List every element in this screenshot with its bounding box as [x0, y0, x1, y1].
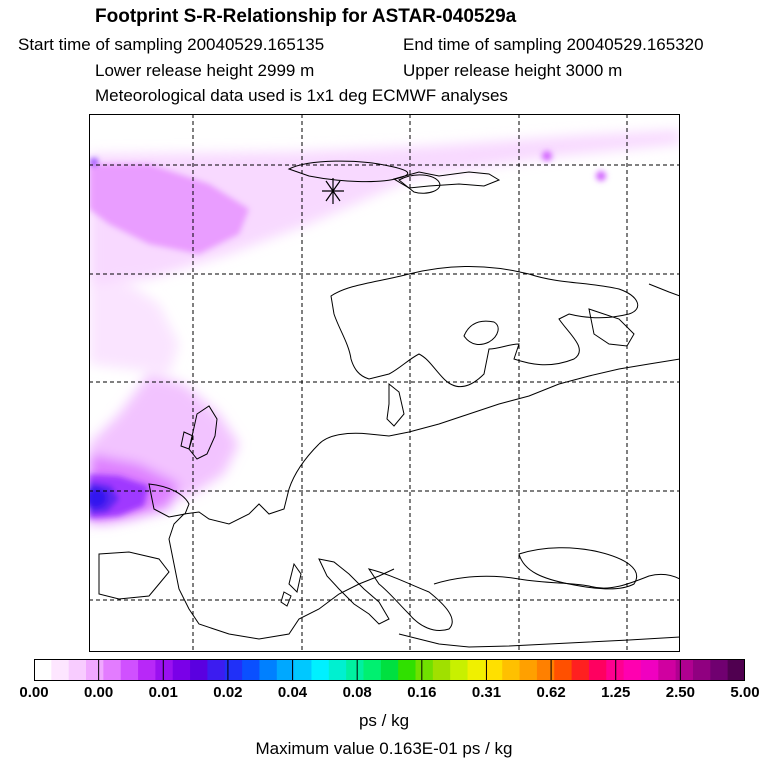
colorbar-cell [120, 659, 139, 681]
colorbar-tick-label: 0.00 [84, 684, 114, 701]
plot-title: Footprint S-R-Relationship for ASTAR-040… [95, 6, 517, 27]
colorbar-cell [103, 659, 122, 681]
asterisk-icon [322, 178, 344, 204]
colorbar-cell [519, 659, 538, 681]
met-data-label: Meteorological data used is 1x1 deg ECMW… [95, 86, 508, 105]
colorbar-cell [398, 659, 417, 681]
colorbar-cell [380, 659, 399, 681]
colorbar-cell [606, 659, 625, 681]
colorbar-cell [86, 659, 104, 681]
colorbar-cell [68, 659, 87, 681]
colorbar-tick-label: 0.31 [471, 684, 502, 701]
colorbar-cell [432, 659, 451, 681]
colorbar-tick-label: 1.25 [601, 684, 631, 701]
colorbar-cell [138, 659, 156, 681]
colorbar-cell [276, 659, 295, 681]
colorbar-cell [484, 659, 503, 681]
colorbar-cell [675, 659, 694, 681]
colorbar-cell [692, 659, 711, 681]
colorbar-cell [588, 659, 607, 681]
colorbar-tick-label: 0.16 [407, 684, 437, 701]
max-value-label: Maximum value 0.163E-01 ps / kg [255, 739, 513, 758]
colorbar-cell [571, 659, 590, 681]
graticule [89, 114, 680, 652]
colorbar-cell [207, 659, 226, 681]
colorbar-cell [51, 659, 70, 681]
colorbar-cell [554, 659, 573, 681]
colorbar-tick-label: 0.02 [213, 684, 243, 701]
colorbar-cell [415, 659, 434, 681]
upper-height-label: Upper release height 3000 m [403, 61, 623, 80]
colorbar-tick-label: 2.50 [665, 684, 695, 701]
colorbar-cell [172, 659, 191, 681]
colorbar-cell [311, 659, 330, 681]
colorbar-cell [536, 659, 555, 681]
colorbar-tick-label: 5.00 [730, 684, 760, 701]
colorbar-cell [294, 659, 312, 681]
colorbar-tick-label: 0.04 [277, 684, 308, 701]
start-time-label: Start time of sampling 20040529.165135 [18, 35, 325, 54]
colorbar-cell [710, 659, 729, 681]
colorbar-cell [727, 659, 745, 681]
colorbar-cell [224, 659, 243, 681]
footprint-map [89, 114, 680, 652]
colorbar-cell [34, 659, 52, 681]
colorbar-cell [328, 659, 347, 681]
coastlines [98, 160, 680, 648]
colorbar-tick-label: 0.00 [19, 684, 49, 701]
colorbar-units: ps / kg [358, 711, 410, 730]
colorbar-tick-label: 0.08 [342, 684, 372, 701]
lower-height-label: Lower release height 2999 m [95, 61, 315, 80]
colorbar-cell [502, 659, 521, 681]
colorbar-cell [658, 659, 677, 681]
colorbar-cell [155, 659, 174, 681]
colorbar-cell [259, 659, 278, 681]
colorbar-tick-label: 0.01 [148, 684, 178, 701]
end-time-label: End time of sampling 20040529.165320 [403, 35, 704, 54]
colorbar-cell [190, 659, 208, 681]
colorbar-cell [640, 659, 659, 681]
colorbar-cell [346, 659, 364, 681]
colorbar-cell [363, 659, 382, 681]
colorbar-cell [467, 659, 486, 681]
colorbar-cell [450, 659, 469, 681]
colorbar-cell [242, 659, 260, 681]
colorbar-tick-label: 0.62 [536, 684, 566, 701]
colorbar-cell [623, 659, 642, 681]
colorbar [34, 659, 745, 681]
